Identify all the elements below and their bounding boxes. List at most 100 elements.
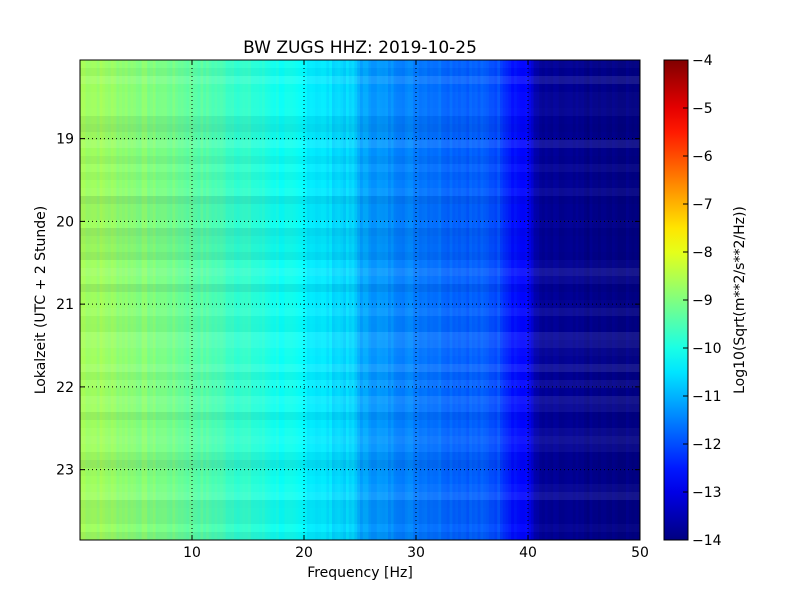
- heatmap-column: [250, 60, 255, 540]
- x-tick-label: 20: [295, 545, 313, 561]
- heatmap-column: [203, 60, 207, 540]
- heatmap-column: [500, 60, 504, 540]
- heatmap-column: [413, 60, 417, 540]
- heatmap-column: [332, 60, 336, 540]
- heatmap-band: [80, 196, 640, 204]
- x-tick-label: 40: [519, 545, 537, 561]
- heatmap-column: [360, 60, 364, 540]
- heatmap-column: [432, 60, 437, 540]
- heatmap-column: [113, 60, 117, 540]
- heatmap-column: [458, 60, 462, 540]
- heatmap-column: [239, 60, 243, 540]
- heatmap-column: [211, 60, 215, 540]
- heatmap-column: [505, 60, 509, 540]
- heatmap-column: [208, 60, 213, 540]
- heatmap-column: [334, 60, 339, 540]
- heatmap-column: [452, 60, 456, 540]
- heatmap-column: [306, 60, 311, 540]
- colorbar-ticks: −4 −5 −6 −7 −8 −9 −10 −11 −12 −13 −14: [683, 53, 722, 549]
- heatmap-column: [242, 60, 246, 540]
- heatmap-band: [80, 532, 640, 540]
- heatmap-column: [584, 60, 588, 540]
- colorbar-label: Log10(Sqrt(m**2/s**2/Hz)): [732, 206, 748, 394]
- heatmap-band: [80, 156, 640, 164]
- heatmap-column: [138, 60, 143, 540]
- heatmap-column: [379, 60, 383, 540]
- heatmap-column: [620, 60, 624, 540]
- heatmap-column: [180, 60, 185, 540]
- heatmap-column: [256, 60, 260, 540]
- heatmap-band: [80, 140, 640, 148]
- heatmap-column: [631, 60, 635, 540]
- heatmap-column: [606, 60, 610, 540]
- heatmap-column: [337, 60, 341, 540]
- heatmap-column: [416, 60, 420, 540]
- heatmap-column: [595, 60, 599, 540]
- heatmap-column: [110, 60, 115, 540]
- heatmap-column: [225, 60, 229, 540]
- heatmap-column: [603, 60, 607, 540]
- grid-lines: [80, 60, 640, 540]
- heatmap-column: [329, 60, 333, 540]
- heatmap-column: [217, 60, 221, 540]
- heatmap-band: [80, 284, 640, 292]
- heatmap-column: [354, 60, 358, 540]
- heatmap-column: [357, 60, 361, 540]
- heatmap-column: [472, 60, 476, 540]
- heatmap-column: [287, 60, 291, 540]
- heatmap-column: [206, 60, 210, 540]
- heatmap-band: [80, 244, 640, 252]
- heatmap-column: [102, 60, 106, 540]
- colorbar-tick-label: −10: [692, 341, 722, 357]
- heatmap-band: [80, 68, 640, 76]
- heatmap-column: [402, 60, 406, 540]
- heatmap-column: [528, 60, 532, 540]
- heatmap-band: [80, 180, 640, 188]
- heatmap-column: [312, 60, 316, 540]
- heatmap-column: [318, 60, 322, 540]
- heatmap-band: [80, 268, 640, 276]
- heatmap-column: [578, 60, 582, 540]
- heatmap-column: [183, 60, 187, 540]
- x-axis-label: Frequency [Hz]: [307, 565, 413, 581]
- heatmap-column: [82, 60, 87, 540]
- heatmap-band: [80, 100, 640, 108]
- heatmap-column: [236, 60, 241, 540]
- heatmap-column: [116, 60, 120, 540]
- colorbar-tick-label: −14: [692, 533, 722, 549]
- heatmap-column: [130, 60, 134, 540]
- heatmap-band: [80, 252, 640, 260]
- heatmap-column: [483, 60, 487, 540]
- heatmap-column: [248, 60, 252, 540]
- heatmap-column: [502, 60, 507, 540]
- heatmap-band: [80, 380, 640, 388]
- y-tick-label: 22: [56, 380, 74, 396]
- heatmap-column: [175, 60, 179, 540]
- heatmap-band: [80, 516, 640, 524]
- heatmap-column: [267, 60, 271, 540]
- colorbar-tick-label: −8: [692, 245, 713, 261]
- heatmap-column: [278, 60, 283, 540]
- heatmap-band: [80, 276, 640, 284]
- heatmap-column: [609, 60, 613, 540]
- heatmap-column: [264, 60, 269, 540]
- heatmap-column: [427, 60, 431, 540]
- heatmap-column: [155, 60, 159, 540]
- heatmap-column: [96, 60, 101, 540]
- heatmap-column: [460, 60, 465, 540]
- heatmap-column: [474, 60, 479, 540]
- heatmap-column: [346, 60, 350, 540]
- heatmap-band: [80, 228, 640, 236]
- heatmap-band: [80, 124, 640, 132]
- heatmap-column: [539, 60, 543, 540]
- heatmap-column: [421, 60, 425, 540]
- heatmap-column: [525, 60, 529, 540]
- heatmap-column: [340, 60, 344, 540]
- heatmap-band: [80, 348, 640, 356]
- heatmap-column: [514, 60, 518, 540]
- heatmap-column: [477, 60, 481, 540]
- heatmap-column: [200, 60, 204, 540]
- heatmap-band: [80, 236, 640, 244]
- heatmap-column: [558, 60, 563, 540]
- heatmap-column: [192, 60, 196, 540]
